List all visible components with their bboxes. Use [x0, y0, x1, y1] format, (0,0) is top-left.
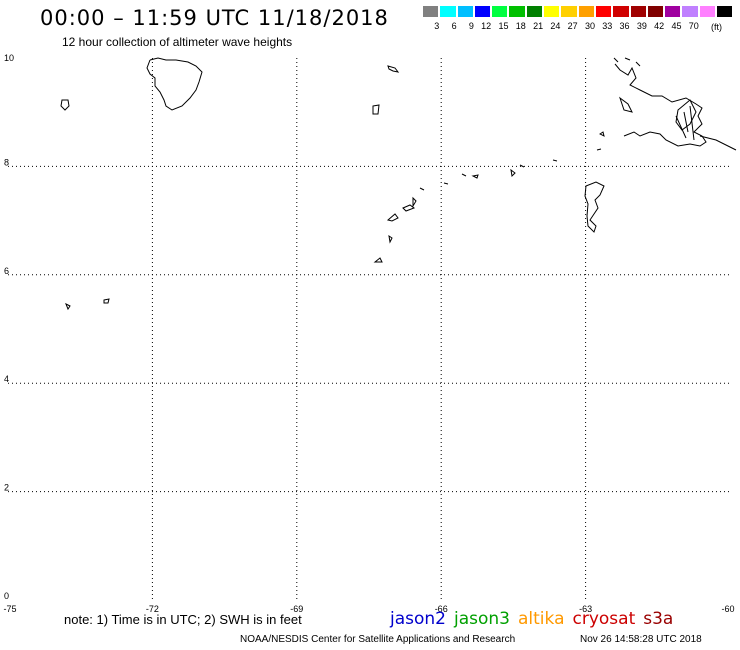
coastline-trinidad	[584, 181, 605, 233]
legend-value: 27	[567, 21, 578, 31]
coastline-upper-right-6	[613, 57, 641, 67]
color-legend: 3 6 9 12 15 18 21 24 27 30 33 36 39 42 45 70 (ft)	[422, 5, 734, 35]
y-tick-label: 10	[4, 53, 14, 63]
legend-value: 3	[434, 21, 440, 31]
coastline-antilles-6	[419, 187, 425, 191]
legend-value: 42	[654, 21, 665, 31]
legend-swatch	[422, 5, 440, 18]
satellite-jason3: jason3	[454, 609, 510, 629]
satellite-s3a: s3a	[643, 609, 674, 629]
satellite-altika: altika	[518, 609, 565, 629]
legend-swatch	[612, 5, 630, 18]
coastline-antilles-7	[443, 182, 449, 185]
coastline-aruba	[387, 65, 400, 73]
legend-swatch	[508, 5, 526, 18]
legend-value: 12	[481, 21, 492, 31]
legend-swatch	[439, 5, 457, 18]
coastline-islet-west-1	[65, 302, 71, 311]
coastline-panama-islet	[60, 99, 70, 111]
coastline-antilles-8	[461, 173, 467, 177]
legend-swatch	[698, 5, 717, 18]
coastline-antilles-12	[552, 159, 558, 162]
coastlines	[60, 57, 737, 311]
legend-value: 70	[688, 21, 699, 31]
coastline-guajira	[146, 57, 203, 111]
coastline-antilles-13	[596, 148, 602, 151]
y-tick-label: 2	[4, 483, 9, 493]
legend-value: 45	[671, 21, 682, 31]
y-tick-label: 6	[4, 266, 9, 276]
legend-value: 9	[468, 21, 474, 31]
coastline-antilles-5	[412, 196, 417, 208]
x-tick-label: -60	[721, 604, 734, 614]
coastline-islet-west-2	[103, 298, 110, 304]
legend-value: 39	[636, 21, 647, 31]
coastline-antilles-3	[386, 213, 399, 222]
legend-value: 15	[498, 21, 509, 31]
legend-value: 33	[602, 21, 613, 31]
legend-swatch	[525, 5, 544, 18]
legend-swatch	[646, 5, 665, 18]
x-tick-label: -66	[435, 604, 448, 614]
coastline-upper-right-3	[619, 96, 633, 113]
legend-value: 30	[584, 21, 595, 31]
map-title: 00:00 – 11:59 UTC 11/18/2018	[40, 6, 389, 30]
map-note: note: 1) Time is in UTC; 2) SWH is in fe…	[64, 612, 302, 627]
coastline-upper-right	[614, 63, 707, 147]
legend-labels: 3 6 9 12 15 18 21 24 27 30 33 36 39 42 45 70	[422, 21, 733, 31]
x-tick-label: -75	[3, 604, 16, 614]
legend-value: 6	[451, 21, 457, 31]
x-tick-label: -72	[146, 604, 159, 614]
map-tick-labels: -75 -72 -69 -66 -63 -60 0 2 4 6 8 10	[3, 53, 734, 614]
credit-text: NOAA/NESDIS Center for Satellite Applica…	[240, 634, 516, 645]
coastline-upper-right-4	[675, 99, 697, 131]
legend-swatch	[473, 5, 492, 18]
legend-swatch	[716, 5, 734, 18]
coastline-tobago	[599, 131, 605, 137]
coastline-antilles-1	[373, 257, 383, 263]
y-tick-label: 0	[4, 591, 9, 601]
coastline-antilles-11	[519, 164, 525, 168]
legend-swatch	[456, 5, 474, 18]
legend-swatches	[422, 5, 734, 18]
legend-value: 18	[515, 21, 526, 31]
generated-timestamp: Nov 26 14:58:28 UTC 2018	[580, 634, 702, 645]
y-tick-label: 8	[4, 157, 9, 167]
coastline-upper-right-5	[675, 105, 695, 141]
legend-value: 21	[533, 21, 544, 31]
coastline-upper-right-2	[699, 135, 737, 151]
coastline-antilles-4	[402, 204, 416, 212]
legend-value: 24	[550, 21, 561, 31]
satellite-cryosat: cryosat	[572, 609, 636, 629]
satellite-legend: jason2 jason3 altika cryosat s3a	[390, 609, 681, 629]
legend-swatch	[664, 5, 682, 18]
y-tick-label: 4	[4, 374, 9, 384]
legend-swatch	[491, 5, 509, 18]
legend-value: 36	[619, 21, 630, 31]
coastline-antilles-10	[510, 168, 516, 178]
legend-swatch	[594, 5, 613, 18]
legend-unit: (ft)	[711, 22, 722, 32]
x-tick-label: -69	[290, 604, 303, 614]
coastline-antilles-9	[471, 174, 479, 179]
legend-swatch	[577, 5, 595, 18]
coastline-antilles-2	[388, 234, 393, 244]
satellite-jason2: jason2	[390, 609, 446, 629]
x-tick-label: -63	[579, 604, 592, 614]
legend-swatch	[560, 5, 578, 18]
legend-swatch	[681, 5, 699, 18]
map-subtitle: 12 hour collection of altimeter wave hei…	[62, 35, 293, 49]
coastline-curacao	[372, 104, 380, 115]
legend-swatch	[629, 5, 647, 18]
legend-swatch	[543, 5, 561, 18]
map-grid	[8, 58, 730, 600]
